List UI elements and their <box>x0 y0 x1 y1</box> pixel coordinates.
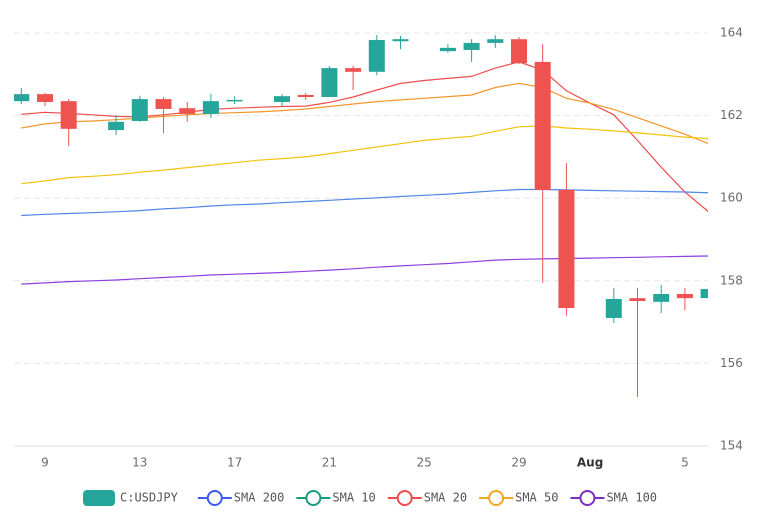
y-tick-label: 156 <box>720 356 743 370</box>
legend-marker[interactable] <box>579 490 596 506</box>
candle-body <box>274 96 290 102</box>
x-tick-label: 13 <box>132 456 147 470</box>
legend-swatch[interactable] <box>83 490 115 506</box>
candle-body <box>439 47 456 52</box>
legend-label[interactable]: SMA 50 <box>515 491 558 505</box>
x-tick-label: 9 <box>41 456 49 470</box>
sma-line <box>21 255 708 285</box>
candle-body <box>108 121 125 131</box>
candle-body <box>14 94 30 102</box>
y-tick-label: 164 <box>720 26 743 40</box>
sma-line <box>21 61 708 213</box>
y-tick-label: 160 <box>720 191 743 205</box>
candle-body <box>700 289 708 299</box>
candle-body <box>463 42 480 50</box>
x-tick-label: 21 <box>322 456 337 470</box>
legend-label[interactable]: SMA 20 <box>424 491 467 505</box>
legend-label[interactable]: SMA 200 <box>234 491 285 505</box>
candle-body <box>392 39 409 42</box>
candle-body <box>368 40 385 72</box>
y-tick-label: 154 <box>720 439 743 453</box>
candle-body <box>179 108 196 114</box>
candle-body <box>511 39 527 64</box>
candle-body <box>297 94 314 98</box>
candle-body <box>131 99 148 121</box>
y-tick-label: 162 <box>720 108 743 122</box>
candle-body <box>653 294 670 302</box>
legend-label[interactable]: SMA 100 <box>606 491 657 505</box>
candle-body <box>321 68 338 98</box>
sma-line <box>21 125 708 185</box>
legend-label[interactable]: C:USDJPY <box>120 491 179 505</box>
x-tick-label: 17 <box>227 456 242 470</box>
legend-marker[interactable] <box>305 490 322 506</box>
candle-body <box>676 294 693 299</box>
legend-marker[interactable] <box>396 490 413 506</box>
candle-body <box>629 298 646 302</box>
candle-body <box>60 101 77 129</box>
x-tick-label: 25 <box>417 456 432 470</box>
legend[interactable]: C:USDJPY SMA 200 SMA 10 SMA 20 SMA 50 SMA 100 <box>83 490 657 506</box>
candle-body <box>605 298 622 318</box>
axes: 154 156 158 160 162 164 9 13 17 21 25 29 Aug 5 <box>14 26 743 470</box>
candle-body <box>155 99 172 109</box>
x-tick-label: 5 <box>681 456 689 470</box>
legend-label[interactable]: SMA 10 <box>332 491 375 505</box>
y-tick-label: 158 <box>720 273 743 287</box>
legend-marker[interactable] <box>206 490 223 506</box>
x-tick-label: Aug <box>577 456 603 470</box>
candle-body <box>226 99 243 102</box>
sma-line <box>21 82 708 145</box>
sma-line <box>21 188 708 217</box>
candle-body <box>37 94 53 102</box>
plot-area <box>14 35 708 397</box>
legend-marker[interactable] <box>488 490 505 506</box>
grid <box>14 32 708 364</box>
candle-body <box>345 68 362 72</box>
candle-body <box>534 61 551 190</box>
x-tick-label: 29 <box>511 456 526 470</box>
candle-body <box>487 39 504 43</box>
candle-body <box>202 101 219 114</box>
candle-body <box>558 189 575 309</box>
